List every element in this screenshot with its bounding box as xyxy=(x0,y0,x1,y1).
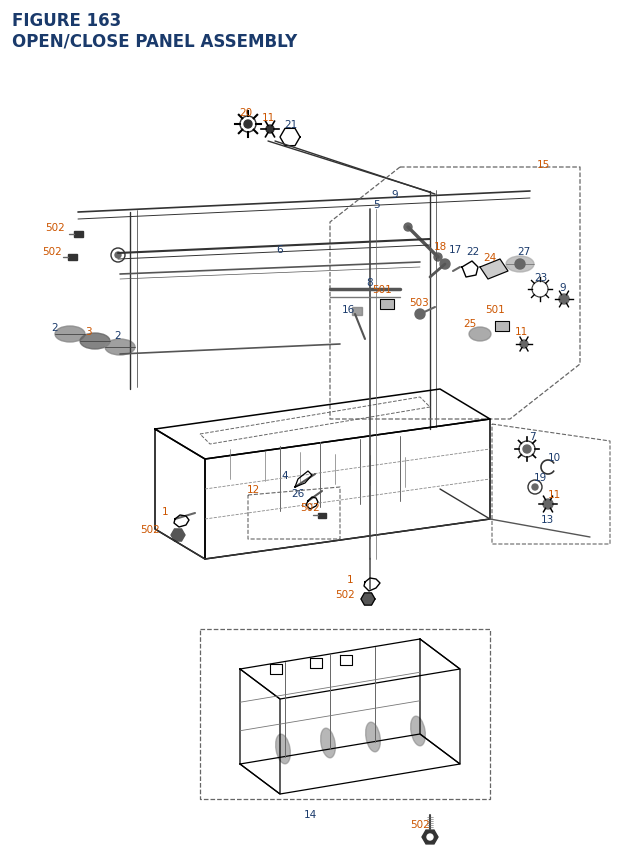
Polygon shape xyxy=(422,830,438,844)
Text: 6: 6 xyxy=(276,245,284,255)
Ellipse shape xyxy=(105,339,135,356)
Text: 17: 17 xyxy=(449,245,461,255)
Circle shape xyxy=(266,126,274,133)
Bar xyxy=(352,307,362,316)
Text: 9: 9 xyxy=(392,189,398,200)
Text: 501: 501 xyxy=(485,305,505,314)
Bar xyxy=(74,232,83,238)
Text: 10: 10 xyxy=(547,453,561,462)
Text: 1: 1 xyxy=(347,574,353,585)
Text: 5: 5 xyxy=(372,200,380,210)
Ellipse shape xyxy=(411,716,426,746)
Ellipse shape xyxy=(469,328,491,342)
Text: 12: 12 xyxy=(246,485,260,494)
Text: 13: 13 xyxy=(540,514,554,524)
Text: 11: 11 xyxy=(515,326,527,337)
Circle shape xyxy=(520,341,528,349)
Circle shape xyxy=(440,260,450,269)
Text: 2: 2 xyxy=(115,331,122,341)
Text: 502: 502 xyxy=(45,223,65,232)
Text: 16: 16 xyxy=(341,305,355,314)
Circle shape xyxy=(434,254,442,262)
Text: 503: 503 xyxy=(409,298,429,307)
Bar xyxy=(380,300,394,310)
Polygon shape xyxy=(480,260,508,280)
Text: 11: 11 xyxy=(261,113,275,123)
Polygon shape xyxy=(171,530,185,542)
Text: 26: 26 xyxy=(291,488,305,499)
Text: 1: 1 xyxy=(162,506,168,517)
Text: 18: 18 xyxy=(433,242,447,251)
Text: 7: 7 xyxy=(529,431,535,442)
Polygon shape xyxy=(361,593,375,605)
Text: 502: 502 xyxy=(335,589,355,599)
Text: 502: 502 xyxy=(42,247,62,257)
Ellipse shape xyxy=(80,333,110,350)
Ellipse shape xyxy=(321,728,335,758)
Text: 24: 24 xyxy=(483,253,497,263)
Bar xyxy=(318,513,326,518)
Ellipse shape xyxy=(276,734,291,764)
Text: 11: 11 xyxy=(547,489,561,499)
Circle shape xyxy=(515,260,525,269)
Ellipse shape xyxy=(55,326,85,343)
Text: 15: 15 xyxy=(536,160,550,170)
Bar xyxy=(495,322,509,331)
Text: 9: 9 xyxy=(560,282,566,293)
Circle shape xyxy=(244,121,252,129)
Text: 501: 501 xyxy=(372,285,392,294)
Circle shape xyxy=(543,499,553,510)
Circle shape xyxy=(415,310,425,319)
Circle shape xyxy=(523,445,531,454)
Text: 14: 14 xyxy=(303,809,317,819)
Text: 8: 8 xyxy=(367,278,373,288)
Circle shape xyxy=(427,834,433,840)
Ellipse shape xyxy=(506,257,534,273)
Text: 20: 20 xyxy=(239,108,253,118)
Text: 22: 22 xyxy=(467,247,479,257)
Circle shape xyxy=(559,294,569,305)
Text: 23: 23 xyxy=(534,273,548,282)
Text: FIGURE 163: FIGURE 163 xyxy=(12,12,121,30)
Ellipse shape xyxy=(365,722,380,752)
Circle shape xyxy=(532,485,538,491)
Text: 3: 3 xyxy=(84,326,92,337)
Text: 19: 19 xyxy=(533,473,547,482)
Bar xyxy=(68,255,77,261)
Circle shape xyxy=(115,253,121,258)
Text: 502: 502 xyxy=(300,503,320,512)
Text: 25: 25 xyxy=(463,319,477,329)
Text: 4: 4 xyxy=(282,470,288,480)
Text: 27: 27 xyxy=(517,247,531,257)
Text: 502: 502 xyxy=(140,524,160,535)
Text: 21: 21 xyxy=(284,120,298,130)
Text: 502: 502 xyxy=(410,819,430,829)
Text: OPEN/CLOSE PANEL ASSEMBLY: OPEN/CLOSE PANEL ASSEMBLY xyxy=(12,32,297,50)
Circle shape xyxy=(404,224,412,232)
Text: 2: 2 xyxy=(52,323,58,332)
